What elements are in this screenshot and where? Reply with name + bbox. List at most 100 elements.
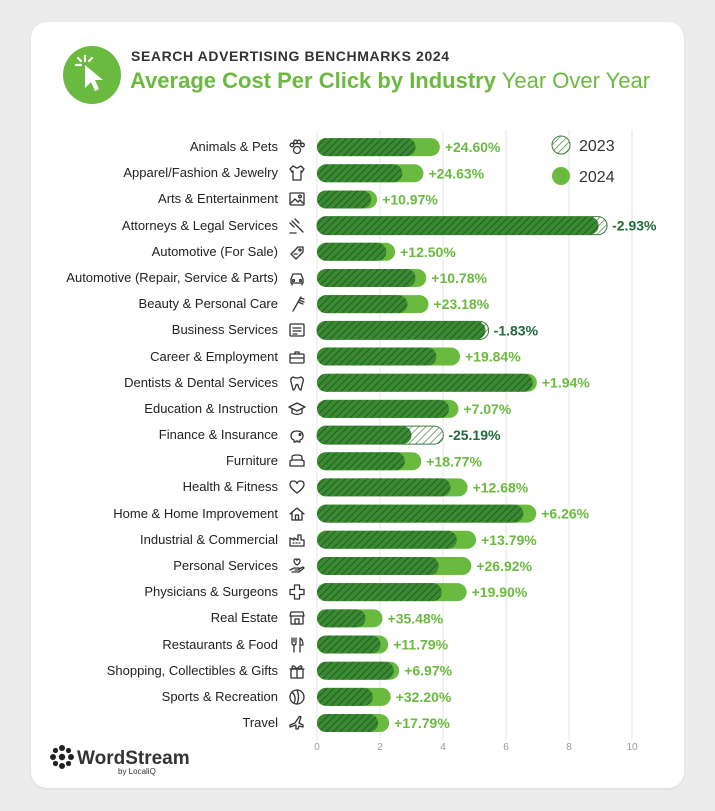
- category-label: Real Estate: [210, 610, 278, 626]
- category-label: Physicians & Surgeons: [144, 584, 278, 600]
- change-label: +12.50%: [400, 244, 456, 260]
- category-label: Education & Instruction: [144, 400, 278, 416]
- tooth-icon: [290, 376, 304, 391]
- chart-title-bold: Average Cost Per Click by Industry: [130, 68, 496, 93]
- x-tick-label: 0: [314, 742, 320, 753]
- category-label: Industrial & Commercial: [140, 531, 278, 547]
- change-label: -1.83%: [494, 322, 539, 338]
- bar-2023: [317, 190, 372, 209]
- x-tick-label: 8: [566, 742, 572, 753]
- bar-2024: [317, 426, 412, 445]
- category-label: Automotive (For Sale): [151, 243, 278, 259]
- graduation-cap-icon: [288, 402, 306, 416]
- category-label: Shopping, Collectibles & Gifts: [106, 662, 278, 678]
- legend-label: 2024: [579, 169, 615, 186]
- change-label: +24.63%: [428, 165, 484, 181]
- category-label: Home & Home Improvement: [113, 505, 278, 521]
- change-label: -25.19%: [448, 427, 501, 443]
- airplane-icon: [289, 715, 304, 730]
- infographic-card: SEARCH ADVERTISING BENCHMARKS 2024 Avera…: [31, 22, 684, 788]
- bar-2023: [317, 478, 451, 497]
- chart-kicker: SEARCH ADVERTISING BENCHMARKS 2024: [131, 48, 450, 64]
- bar-2023: [317, 714, 379, 733]
- bar-2023: [317, 138, 416, 157]
- factory-icon: [289, 534, 305, 547]
- legend-swatch-2024: [552, 167, 570, 185]
- change-label: +12.68%: [473, 479, 529, 495]
- bar-2024: [317, 321, 486, 340]
- category-label: Attorneys & Legal Services: [121, 217, 278, 233]
- category-label: Furniture: [225, 453, 278, 469]
- change-label: -2.93%: [612, 218, 657, 234]
- category-label: Arts & Entertainment: [158, 191, 278, 207]
- utensils-icon: [291, 636, 304, 653]
- bar-2023: [317, 242, 387, 261]
- paw-icon: [289, 139, 305, 155]
- legend-swatch-2023: [551, 135, 571, 155]
- x-tick-label: 6: [503, 742, 509, 753]
- change-label: +19.90%: [472, 584, 528, 600]
- hand-heart-icon: [289, 558, 305, 573]
- x-tick-label: 10: [626, 742, 638, 753]
- category-label: Animals & Pets: [189, 139, 278, 155]
- category-label: Finance & Insurance: [158, 427, 278, 443]
- piggy-bank-icon: [290, 430, 304, 443]
- bar-2023: [317, 687, 373, 706]
- heart-icon: [289, 480, 305, 495]
- change-label: +10.97%: [382, 191, 438, 207]
- change-label: +10.78%: [431, 270, 487, 286]
- bar-2023: [317, 530, 457, 549]
- bar-2023: [317, 609, 366, 628]
- category-label: Beauty & Personal Care: [138, 296, 278, 312]
- bar-2023: [317, 295, 408, 314]
- category-label: Restaurants & Food: [162, 636, 278, 652]
- bar-2023: [317, 164, 403, 183]
- category-label: Health & Fitness: [182, 479, 278, 495]
- brand-sub: by LocaliQ: [118, 767, 156, 776]
- bar-2023: [317, 399, 449, 418]
- change-label: +26.92%: [476, 558, 532, 574]
- category-label: Dentists & Dental Services: [124, 374, 278, 390]
- bar-2023: [317, 373, 533, 392]
- chart-title: Average Cost Per Click by Industry Year …: [130, 68, 650, 94]
- bar-2023: [317, 635, 381, 654]
- wordstream-logo-icon: [50, 745, 74, 769]
- change-label: +32.20%: [396, 689, 452, 705]
- legend-label: 2023: [579, 138, 615, 155]
- change-label: +11.79%: [393, 637, 448, 653]
- car-tag-icon: [290, 246, 304, 260]
- change-label: +6.26%: [541, 506, 589, 522]
- category-label: Personal Services: [173, 557, 278, 573]
- gift-icon: [289, 664, 305, 679]
- chart-title-light: Year Over Year: [501, 68, 651, 93]
- picture-icon: [289, 192, 305, 207]
- car-icon: [290, 273, 304, 286]
- bar-2024: [317, 216, 599, 235]
- house-icon: [289, 506, 305, 521]
- change-label: +1.94%: [542, 375, 590, 391]
- x-tick-label: 4: [440, 742, 446, 753]
- change-label: +19.84%: [465, 349, 521, 365]
- gavel-icon: [289, 217, 304, 234]
- document-icon: [289, 323, 305, 337]
- armchair-icon: [289, 454, 305, 467]
- medical-cross-icon: [289, 584, 305, 600]
- briefcase-icon: [289, 350, 305, 364]
- change-label: +6.97%: [404, 663, 452, 679]
- change-label: +13.79%: [481, 532, 537, 548]
- bar-2023: [317, 504, 524, 523]
- brand-name: WordStream: [77, 748, 190, 769]
- category-label: Apparel/Fashion & Jewelry: [123, 165, 278, 181]
- category-label: Business Services: [171, 322, 278, 338]
- bar-2023: [317, 268, 416, 287]
- bar-2023: [317, 661, 394, 680]
- change-label: +35.48%: [388, 610, 444, 626]
- change-label: +18.77%: [426, 453, 482, 469]
- change-label: +23.18%: [434, 296, 490, 312]
- change-label: +24.60%: [445, 139, 501, 155]
- ball-icon: [289, 689, 305, 705]
- comb-icon: [292, 296, 305, 312]
- change-label: +7.07%: [463, 401, 511, 417]
- x-tick-label: 2: [377, 742, 383, 753]
- category-label: Career & Employment: [150, 348, 278, 364]
